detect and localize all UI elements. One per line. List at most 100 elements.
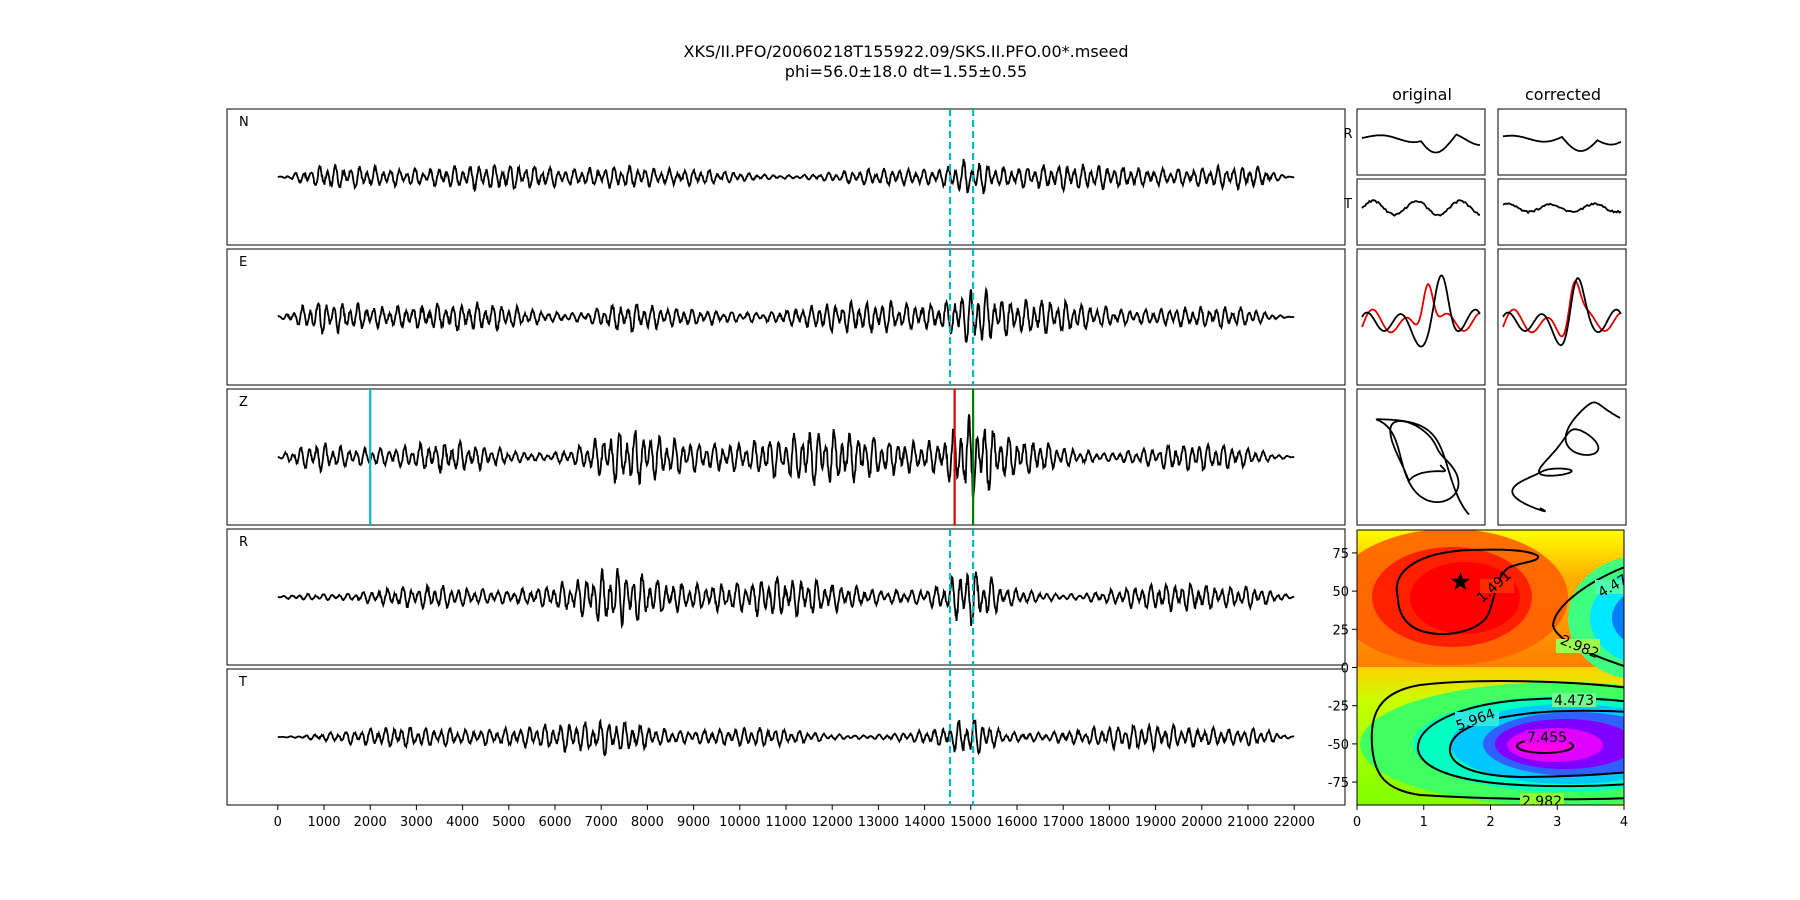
label-bg-447 (1595, 580, 1624, 594)
x-tick-label: 5000 (492, 815, 525, 830)
heat-y-tick-label: 75 (1332, 547, 1349, 562)
x-tick-label: 18000 (1089, 815, 1130, 830)
overlay-corrected (1497, 248, 1627, 386)
x-tick-label: 19000 (1135, 815, 1176, 830)
contour-label-4473: 4.473 (1554, 693, 1594, 709)
heat-right-green (1568, 557, 1624, 679)
heat-y-tick-label: -50 (1328, 738, 1349, 753)
trace-line (277, 567, 1295, 630)
x-tick-label: 6000 (538, 815, 571, 830)
title-line-1: XKS/II.PFO/20060218T155922.09/SKS.II.PFO… (684, 42, 1129, 61)
trace-panels: N E Z R T (226, 108, 1346, 806)
label-bg-5964 (1455, 712, 1499, 726)
panel-label: R (239, 535, 248, 550)
overlay-line (1361, 274, 1481, 348)
trace-line (277, 158, 1295, 195)
waveform-r-corrected (1497, 108, 1627, 176)
particle-motion-panels (1356, 388, 1627, 526)
x-tick-label: 14000 (904, 815, 945, 830)
particle-motion-corrected (1497, 388, 1627, 526)
x-tick-label: 21000 (1227, 815, 1268, 830)
x-tick-label: 11000 (765, 815, 806, 830)
trace-line (277, 718, 1295, 757)
heat-y-tick-label: 25 (1332, 623, 1349, 638)
x-tick-label: 0 (274, 815, 282, 830)
x-tick-label: 7000 (585, 815, 618, 830)
panel-label: T (238, 675, 247, 690)
label-bg-1491 (1480, 579, 1514, 593)
waveform-line (1502, 134, 1622, 152)
x-tick-label: 1000 (307, 815, 340, 830)
error-surface-axes: 0 1 2 3 4 75 50 25 0 -25 -50 -75 (1328, 547, 1628, 830)
panel-label: Z (239, 395, 248, 410)
label-bg-7455 (1525, 730, 1569, 744)
heat-x-tick-label: 1 (1420, 815, 1428, 830)
x-tick-label: 13000 (858, 815, 899, 830)
figure-title: XKS/II.PFO/20060218T155922.09/SKS.II.PFO… (684, 42, 1129, 81)
contour-label-2982-bottom: 2.982 (1522, 794, 1562, 810)
x-tick-label: 17000 (1043, 815, 1084, 830)
contour-5964 (1448, 709, 1624, 779)
x-tick-label: 12000 (812, 815, 853, 830)
waveform-line (1502, 202, 1622, 215)
panel-label: E (239, 255, 247, 270)
panel-frame (1356, 388, 1486, 526)
best-fit-star (1451, 571, 1470, 590)
overlay-original (1356, 248, 1486, 386)
waveform-r-original (1356, 108, 1486, 176)
heat-x-tick-label: 4 (1620, 815, 1628, 830)
x-tick-label: 22000 (1274, 815, 1315, 830)
x-tick-label: 3000 (400, 815, 433, 830)
x-tick-label: 2000 (354, 815, 387, 830)
label-bg-4473 (1552, 693, 1596, 707)
x-tick-label: 8000 (631, 815, 664, 830)
heat-y-tick-label: 0 (1341, 662, 1349, 677)
heat-y-tick-label: -75 (1328, 776, 1349, 791)
waveform-row-label: T (1343, 197, 1352, 212)
contour-label-7455: 7.455 (1527, 730, 1567, 746)
particle-motion-original (1356, 388, 1486, 526)
trace-panel-r: R (226, 528, 1346, 666)
trace-panel-t: T (226, 668, 1346, 806)
panel-frame (1497, 108, 1627, 176)
label-bg-2982-bottom (1520, 793, 1564, 805)
overlay-line (1502, 277, 1622, 347)
error-surface-heatmap: 1.491 2.982 4.473 5.964 7.455 4.47 2.982 (1357, 530, 1624, 810)
waveform-line (1361, 199, 1481, 217)
heat-y-tick-label: 50 (1332, 585, 1349, 600)
waveform-panels: RT (1343, 108, 1627, 386)
panel-frame (1497, 178, 1627, 246)
waveform-line (1361, 133, 1481, 154)
waveform-t-original (1356, 178, 1486, 246)
x-tick-label: 16000 (996, 815, 1037, 830)
label-bg-2982-right (1556, 639, 1600, 653)
x-tick-label: 20000 (1181, 815, 1222, 830)
contour-2982-outer (1370, 680, 1624, 801)
error-surface-plot: 1.491 2.982 4.473 5.964 7.455 4.47 2.982… (1328, 529, 1628, 830)
particle-motion-line (1511, 401, 1621, 513)
x-tick-label: 15000 (950, 815, 991, 830)
contour-1491 (1395, 548, 1539, 636)
trace-line (277, 286, 1295, 344)
x-tick-label: 9000 (677, 815, 710, 830)
trace-panel-e: E (226, 248, 1346, 386)
column-title-original: original (1392, 85, 1452, 104)
trace-panel-z: Z (226, 388, 1346, 526)
panel-frame (1497, 248, 1627, 386)
panel-frame (1356, 178, 1486, 246)
heat-x-tick-label: 0 (1353, 815, 1361, 830)
panel-frame (1497, 388, 1627, 526)
heat-x-tick-label: 2 (1486, 815, 1494, 830)
trace-x-axis: 0 1000 2000 3000 4000 5000 6000 7000 8000 9000 100… (274, 805, 1315, 830)
trace-panel-n: N (226, 108, 1346, 246)
trace-line (277, 414, 1295, 501)
waveform-t-corrected (1497, 178, 1627, 246)
waveform-row-label: R (1343, 127, 1352, 142)
title-line-2: phi=56.0±18.0 dt=1.55±0.55 (785, 62, 1027, 81)
panel-label: N (239, 115, 249, 130)
particle-motion-line (1375, 418, 1470, 516)
column-title-corrected: corrected (1525, 85, 1601, 104)
heat-y-tick-label: -25 (1328, 700, 1349, 715)
x-tick-label: 10000 (719, 815, 760, 830)
